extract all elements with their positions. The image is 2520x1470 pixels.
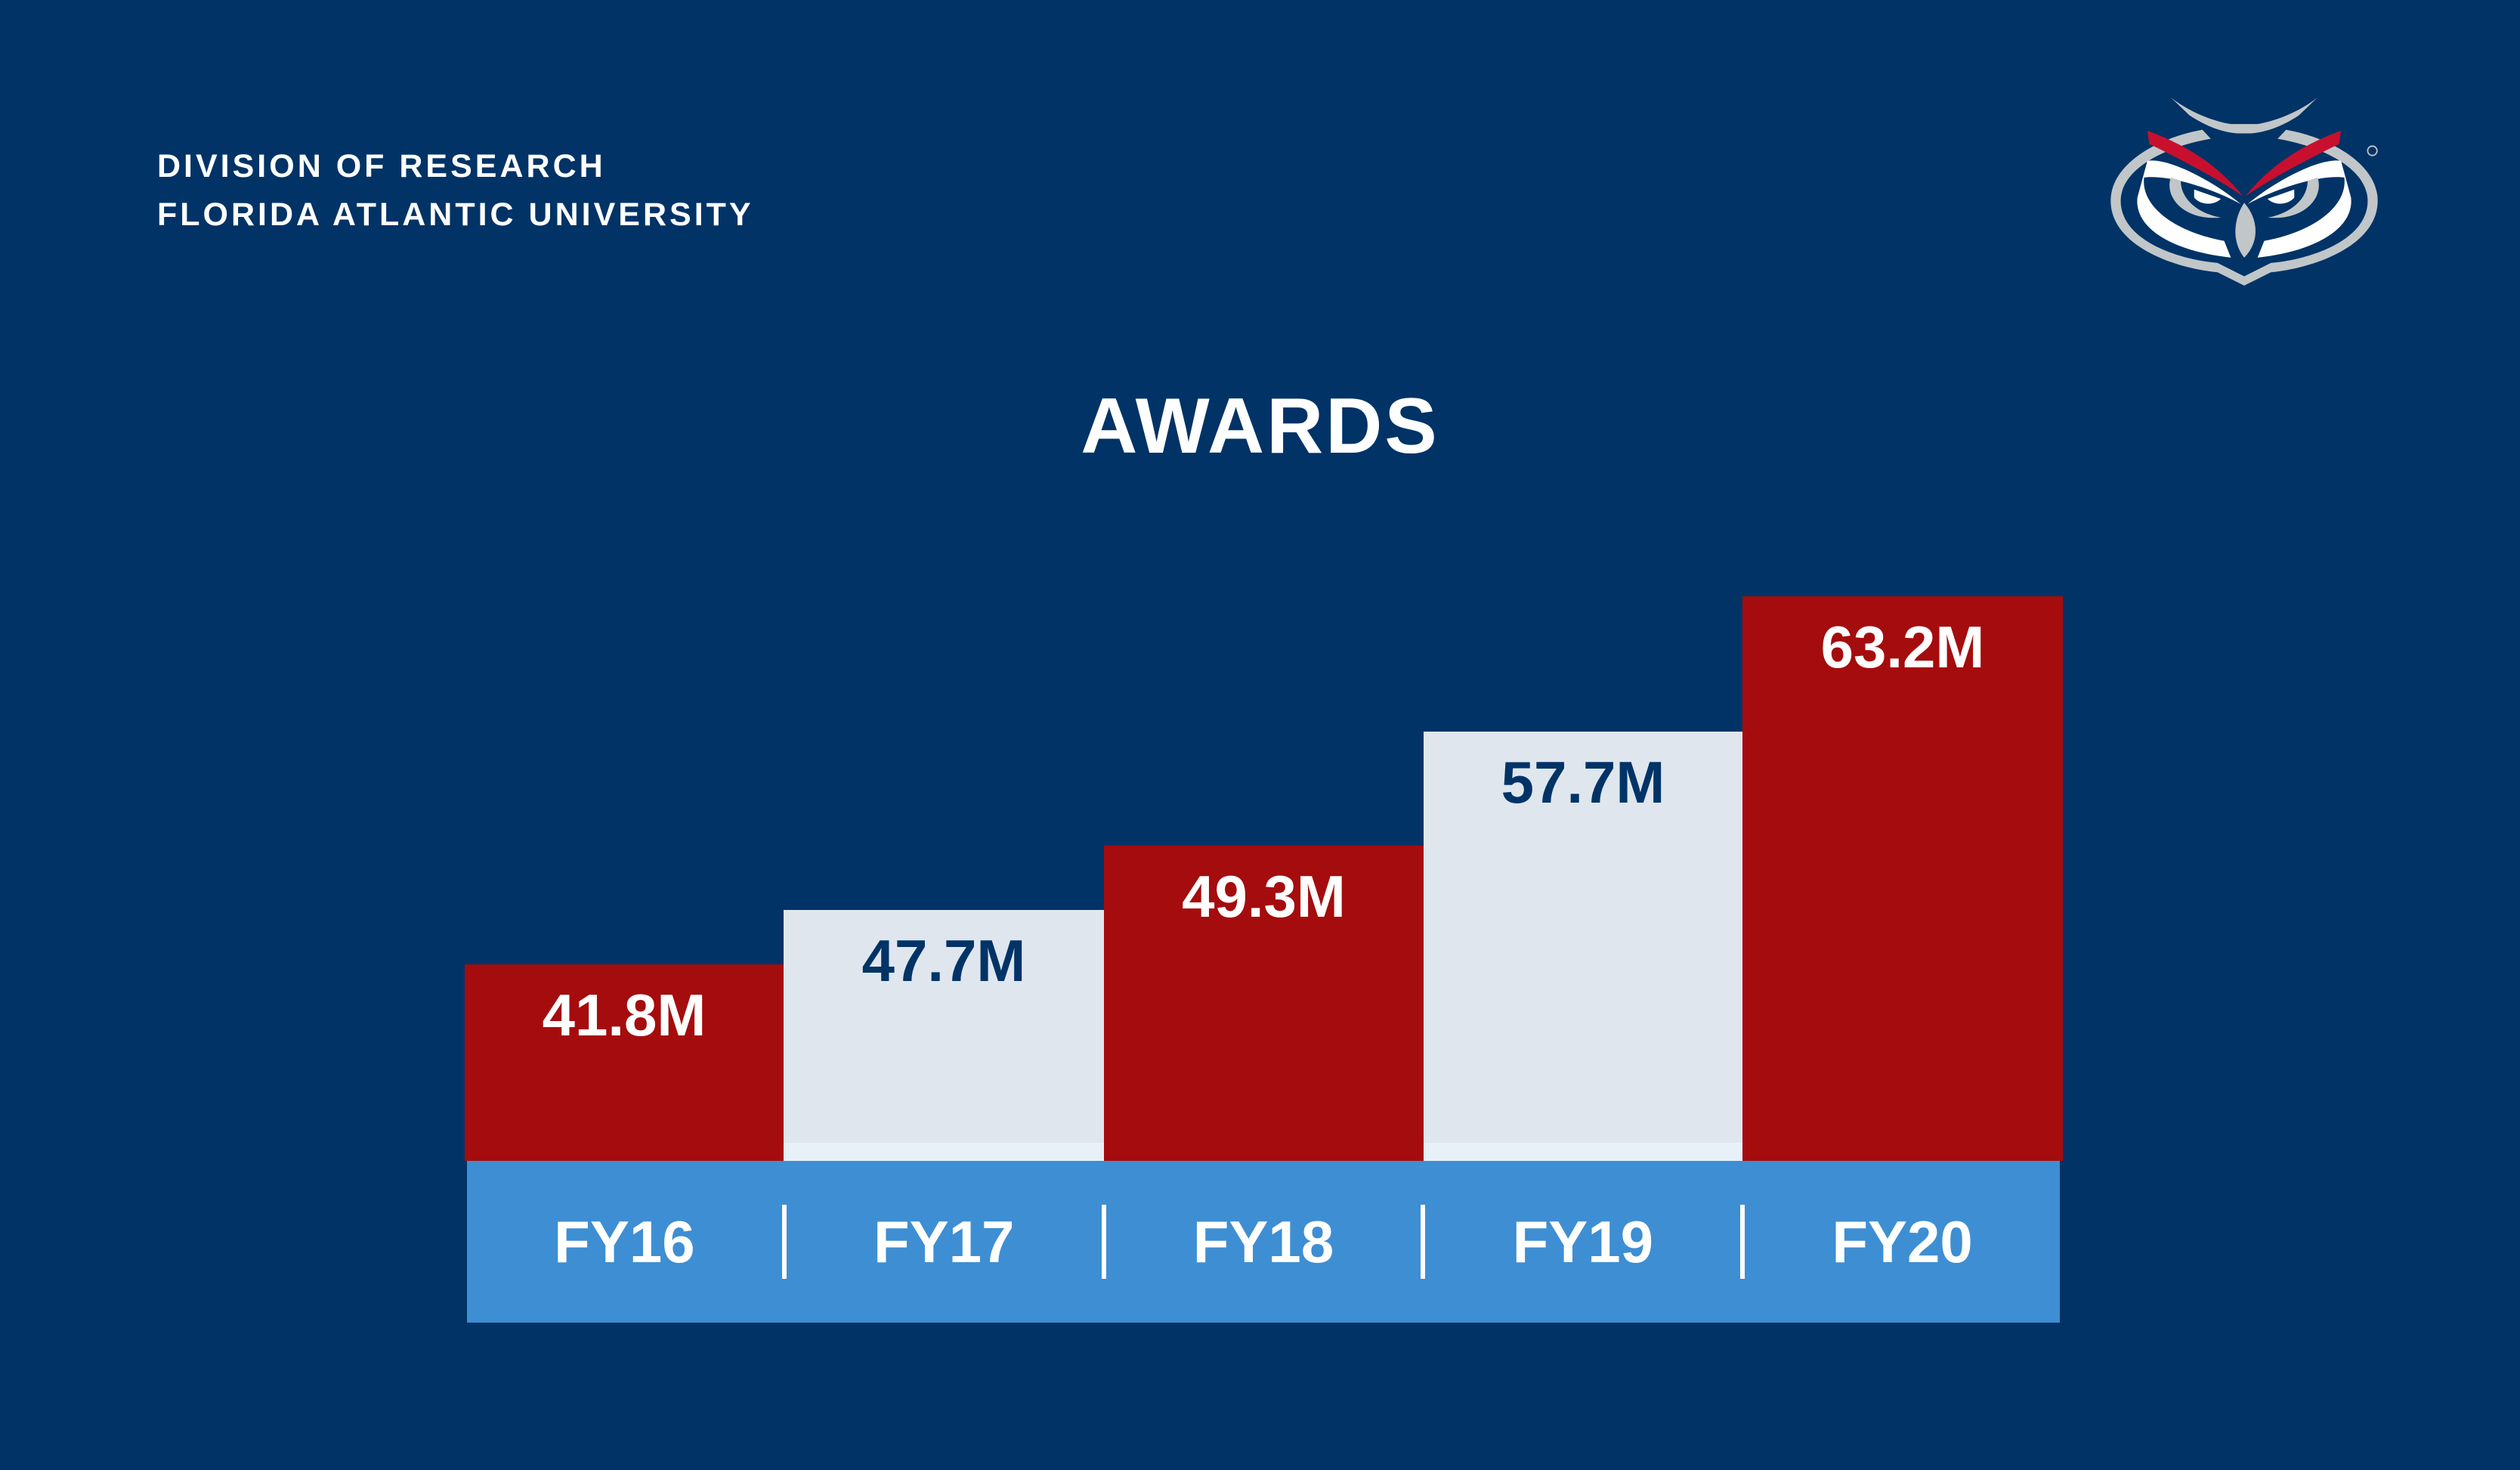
axis-divider	[781, 1205, 787, 1279]
bar-value-label: 63.2M	[1820, 614, 1985, 680]
organization-header: DIVISION OF RESEARCH FLORIDA ATLANTIC UN…	[157, 142, 754, 239]
bar-fy19: 57.7M	[1424, 732, 1742, 1161]
x-axis-band: FY16 FY17 FY18 FY19 FY20	[467, 1161, 2060, 1323]
x-tick-label: FY20	[1832, 1208, 1973, 1275]
bar-fy17: 47.7M	[784, 910, 1104, 1161]
bar-value-label: 49.3M	[1182, 863, 1346, 930]
division-label: DIVISION OF RESEARCH	[157, 148, 606, 184]
x-tick-label: FY16	[554, 1208, 695, 1275]
bar-fy18: 49.3M	[1104, 846, 1424, 1161]
x-tick-label: FY17	[873, 1208, 1015, 1275]
axis-divider	[1421, 1205, 1426, 1279]
bar-value-label: 57.7M	[1501, 749, 1665, 815]
bar-fy16: 41.8M	[465, 964, 784, 1161]
bar-value-label: 47.7M	[861, 927, 1026, 994]
bar-fy20: 63.2M	[1742, 596, 2063, 1161]
axis-divider	[1101, 1205, 1106, 1279]
x-tick-label: FY18	[1192, 1208, 1334, 1275]
x-tick-label: FY19	[1512, 1208, 1653, 1275]
axis-divider	[1740, 1205, 1745, 1279]
university-label: FLORIDA ATLANTIC UNIVERSITY	[157, 197, 754, 233]
bar-value-label: 41.8M	[542, 982, 707, 1048]
owl-logo-icon	[2110, 97, 2378, 286]
chart-title: AWARDS	[1081, 382, 1439, 470]
